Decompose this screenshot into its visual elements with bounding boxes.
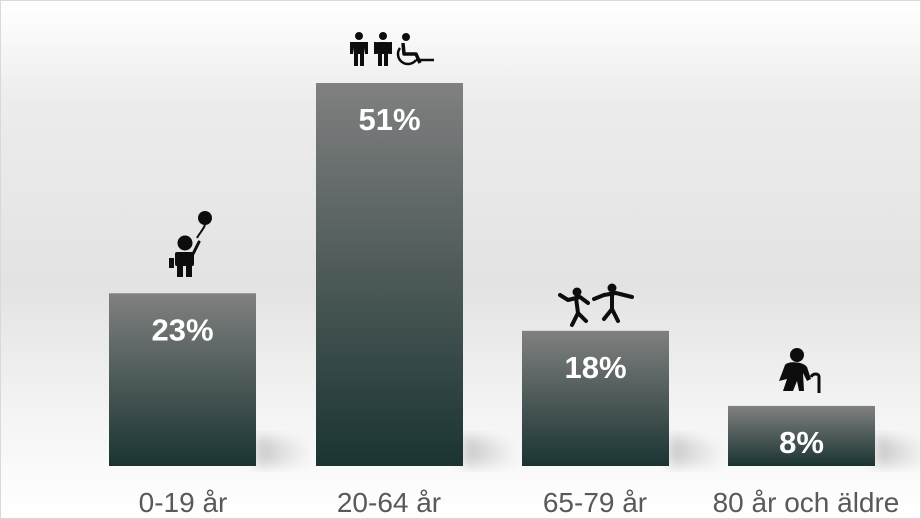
bar [728, 405, 875, 466]
bar [522, 330, 669, 466]
bar-shadow [875, 436, 921, 466]
bar-shadow [463, 436, 523, 466]
category-labels: 0-19 år 20-64 år 65-79 år 80 år och äldre [139, 487, 900, 518]
value-labels: 23% 51% 18% 8% [151, 102, 823, 460]
dancing-seniors-icon [558, 283, 634, 327]
elderly-with-cane-icon [779, 348, 821, 393]
bar-shadow [669, 436, 729, 466]
bar [109, 293, 256, 466]
bar-value-label: 8% [779, 425, 824, 460]
child-with-balloon-icon [169, 211, 212, 277]
category-label: 80 år och äldre [713, 487, 900, 518]
category-label: 0-19 år [139, 487, 228, 518]
bar [316, 83, 463, 466]
bar-value-label: 51% [358, 102, 420, 137]
bar-shadow [256, 436, 316, 466]
adults-and-wheelchair-user-icon [350, 32, 434, 66]
bars [109, 83, 875, 466]
bar-value-label: 18% [564, 350, 626, 385]
category-label: 65-79 år [543, 487, 647, 518]
bar-shadows [256, 436, 921, 466]
category-label: 20-64 år [337, 487, 441, 518]
bar-value-label: 23% [151, 312, 213, 347]
